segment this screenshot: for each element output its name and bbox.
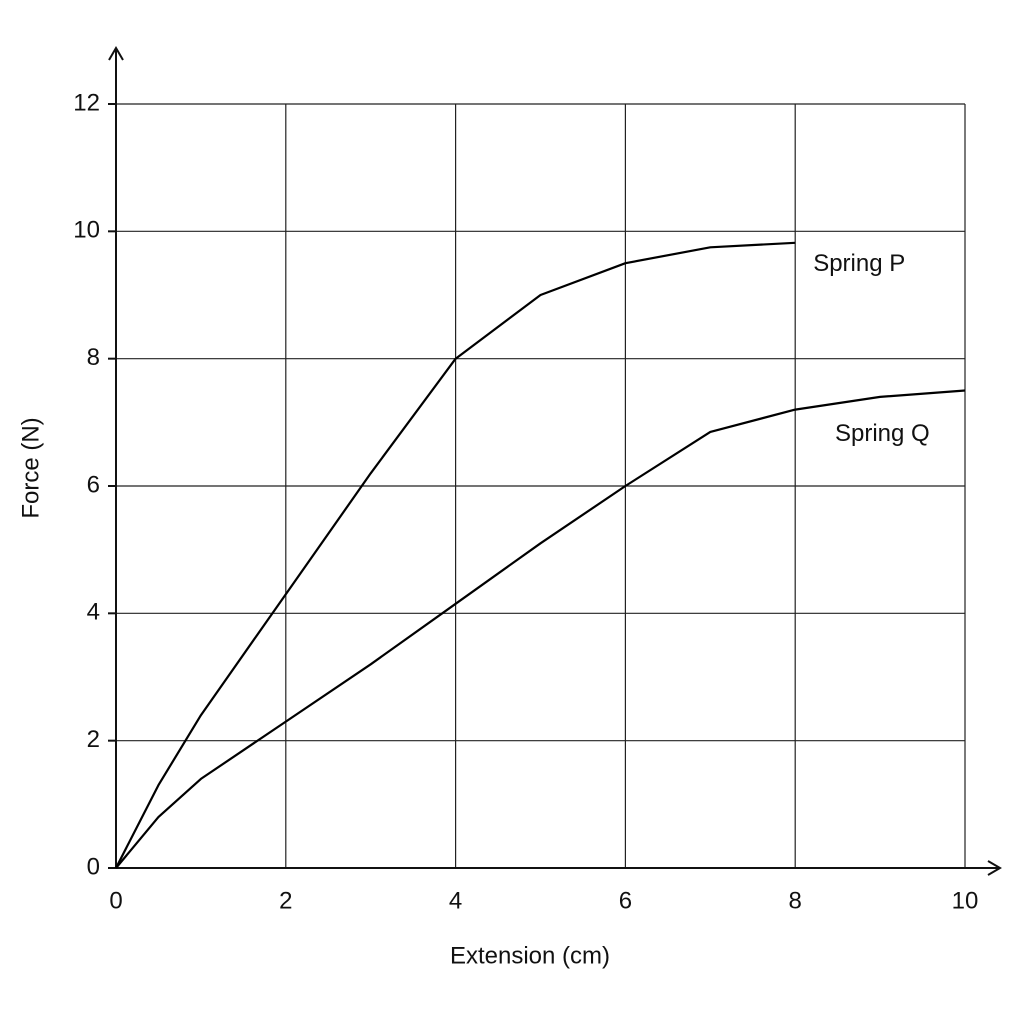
x-axis-label: Extension (cm) xyxy=(450,942,610,969)
x-tick-label: 8 xyxy=(789,887,802,914)
y-tick-label: 12 xyxy=(73,89,100,116)
y-tick-label: 10 xyxy=(73,217,100,244)
x-tick-label: 6 xyxy=(619,887,632,914)
y-axis-label: Force (N) xyxy=(17,417,44,518)
x-tick-label: 0 xyxy=(109,887,122,914)
x-tick-label: 2 xyxy=(279,887,292,914)
x-tick-label: 10 xyxy=(952,887,979,914)
x-tick-label: 4 xyxy=(449,887,462,914)
y-tick-label: 6 xyxy=(87,471,100,498)
y-tick-label: 2 xyxy=(87,726,100,753)
y-axis xyxy=(108,46,124,868)
y-tick-label: 4 xyxy=(87,599,100,626)
line xyxy=(115,389,966,869)
series-label: Spring P xyxy=(813,250,905,277)
series-label: Spring Q xyxy=(835,420,930,447)
x-axis xyxy=(116,860,1002,876)
y-tick-label: 8 xyxy=(87,344,100,371)
line xyxy=(115,241,796,869)
y-tick-label: 0 xyxy=(87,853,100,880)
